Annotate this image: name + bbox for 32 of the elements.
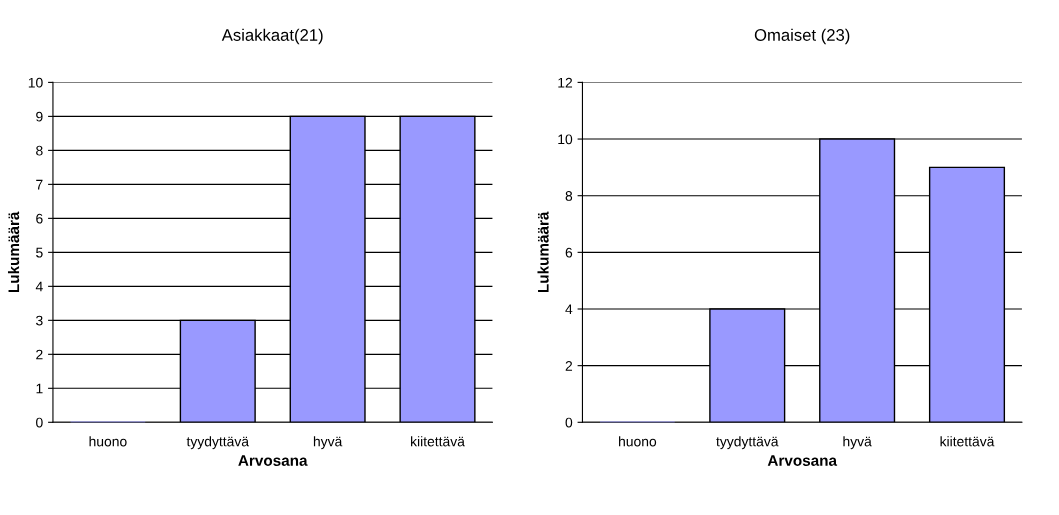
y-tick-label: 6 (565, 247, 573, 258)
y-tick-label: 1 (36, 383, 43, 394)
x-tick-label: huono (89, 436, 127, 447)
y-tick-label: 12 (558, 77, 573, 88)
y-tick-label: 10 (558, 134, 573, 145)
x-axis-title: Arvosana (238, 455, 308, 466)
x-tick-label: hyvä (313, 436, 343, 450)
x-tick-label: tyydyttävä (186, 436, 250, 450)
x-tick-label: kiitettävä (940, 436, 995, 447)
y-tick-label: 7 (36, 179, 43, 190)
x-axis-title: Arvosana (767, 455, 838, 466)
y-tick-label: 6 (36, 213, 43, 224)
y-tick-label: 8 (565, 191, 573, 201)
chart-title: Asiakkaat(21) (221, 28, 323, 45)
y-tick-label: 2 (36, 349, 43, 360)
y-tick-label: 9 (36, 111, 43, 122)
y-tick-label: 3 (36, 315, 43, 326)
y-tick-label: 4 (35, 281, 43, 292)
y-tick-label: 4 (565, 304, 573, 315)
x-tick-label: tyydyttävä (716, 436, 779, 450)
x-tick-label: hyvä (843, 436, 872, 450)
x-tick-label: kiitettävä (411, 436, 465, 447)
y-axis-title: Lukumäärä (537, 211, 549, 293)
y-tick-label: 0 (36, 417, 43, 428)
y-tick-label: 0 (565, 417, 573, 428)
y-tick-label: 8 (36, 145, 43, 156)
chart-title: Omaiset (23) (754, 28, 850, 45)
y-tick-label: 2 (565, 360, 573, 371)
y-tick-label: 10 (28, 77, 43, 88)
x-tick-label: huono (619, 436, 657, 447)
y-axis-title: Lukumäärä (7, 211, 20, 293)
y-tick-label: 5 (36, 247, 43, 258)
